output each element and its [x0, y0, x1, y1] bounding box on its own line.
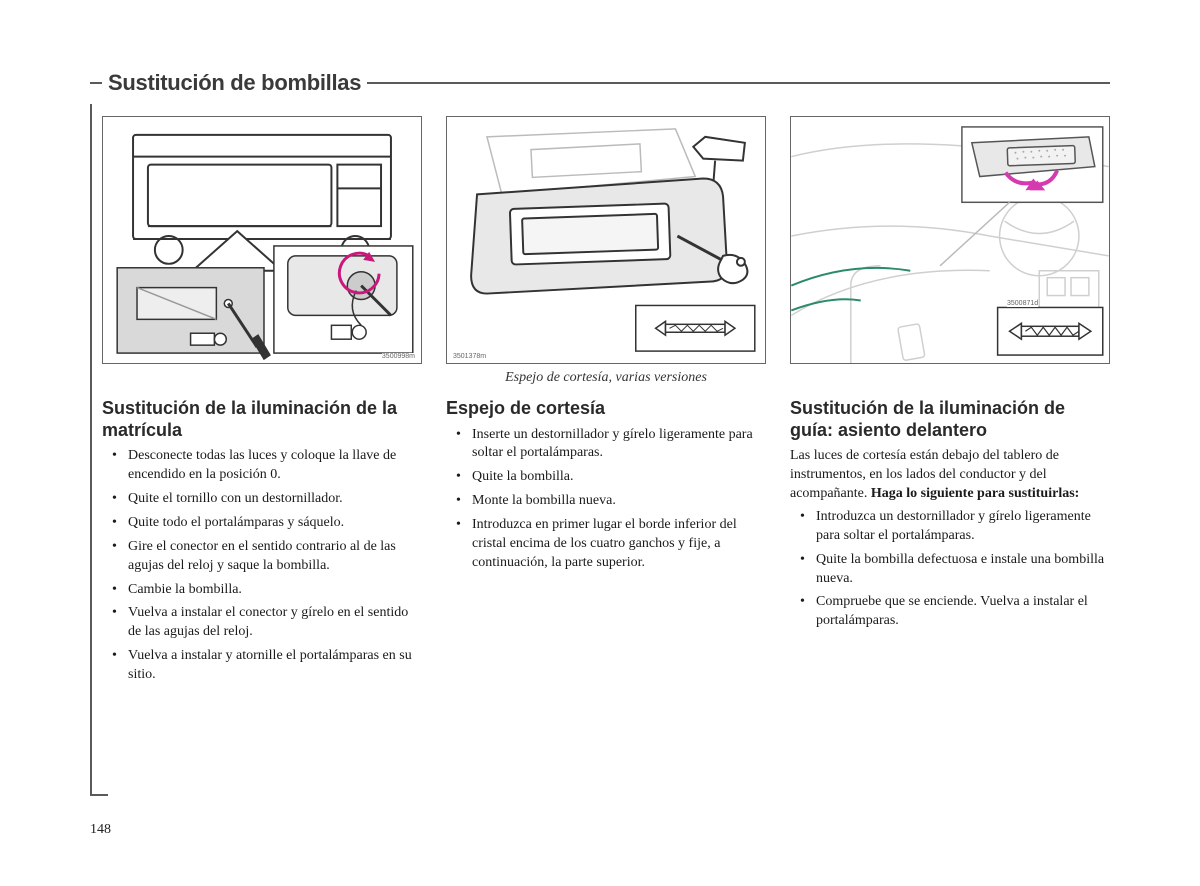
figure-footwell-light: 3500871d [790, 116, 1110, 364]
page-title: Sustitución de bombillas [102, 70, 367, 96]
list-item: Gire el conector en el sentido contrario… [102, 538, 422, 576]
list-item: Inserte un destornillador y gírelo liger… [446, 426, 766, 464]
list-item: Monte la bombilla nueva. [446, 492, 766, 511]
caption-1 [102, 370, 422, 390]
intro-3: Las luces de cortesía están debajo del t… [790, 447, 1110, 504]
list-3: Introduzca un destornillador y gírelo li… [790, 508, 1110, 631]
sunvisor-illustration [447, 117, 765, 363]
column-2: 3501378m Espejo de cortesía, varias vers… [446, 116, 766, 690]
page-frame: Sustitución de bombillas [90, 70, 1110, 846]
list-item: Compruebe que se enciende. Vuelva a inst… [790, 593, 1110, 631]
list-item: Vuelva a instalar el conector y gírelo e… [102, 604, 422, 642]
list-item: Quite la bombilla. [446, 468, 766, 487]
figure-vanity-mirror: 3501378m [446, 116, 766, 364]
title-bar: Sustitución de bombillas [90, 70, 1110, 96]
rule-left [90, 82, 102, 84]
list-item: Introduzca un destornillador y gírelo li… [790, 508, 1110, 546]
intro-bold: Haga lo siguiente para sustituirlas: [871, 486, 1079, 501]
list-item: Desconecte todas las luces y coloque la … [102, 447, 422, 485]
figure-license-plate-light: 3500998m [102, 116, 422, 364]
side-rule [90, 104, 92, 796]
heading-2: Espejo de cortesía [446, 398, 766, 420]
list-2: Inserte un destornillador y gírelo liger… [446, 426, 766, 573]
figure-code: 3501378m [453, 353, 486, 360]
list-item: Quite el tornillo con un destornillador. [102, 490, 422, 509]
heading-1: Sustitución de la iluminación de la matr… [102, 398, 422, 441]
list-1: Desconecte todas las luces y coloque la … [102, 447, 422, 685]
list-item: Introduzca en primer lugar el borde infe… [446, 516, 766, 573]
page-number: 148 [90, 822, 111, 838]
list-item: Cambie la bombilla. [102, 581, 422, 600]
caption-3 [790, 370, 1110, 390]
figure-code: 3500871d [1007, 300, 1038, 307]
heading-3: Sustitución de la iluminación de guía: a… [790, 398, 1110, 441]
side-rule-bottom [90, 794, 108, 796]
list-item: Quite la bombilla defectuosa e instale u… [790, 551, 1110, 589]
column-1: 3500998m Sustitución de la iluminación d… [102, 116, 422, 690]
column-3: 3500871d Sustitución de la iluminación d… [790, 116, 1110, 690]
list-item: Quite todo el portalámparas y sáquelo. [102, 514, 422, 533]
list-item: Vuelva a instalar y atornille el portalá… [102, 647, 422, 685]
columns: 3500998m Sustitución de la iluminación d… [90, 116, 1110, 690]
rule-right [367, 82, 1110, 84]
caption-2: Espejo de cortesía, varias versiones [446, 370, 766, 390]
car-rear-illustration [103, 117, 421, 363]
figure-code: 3500998m [382, 353, 415, 360]
dashboard-illustration [791, 117, 1109, 363]
